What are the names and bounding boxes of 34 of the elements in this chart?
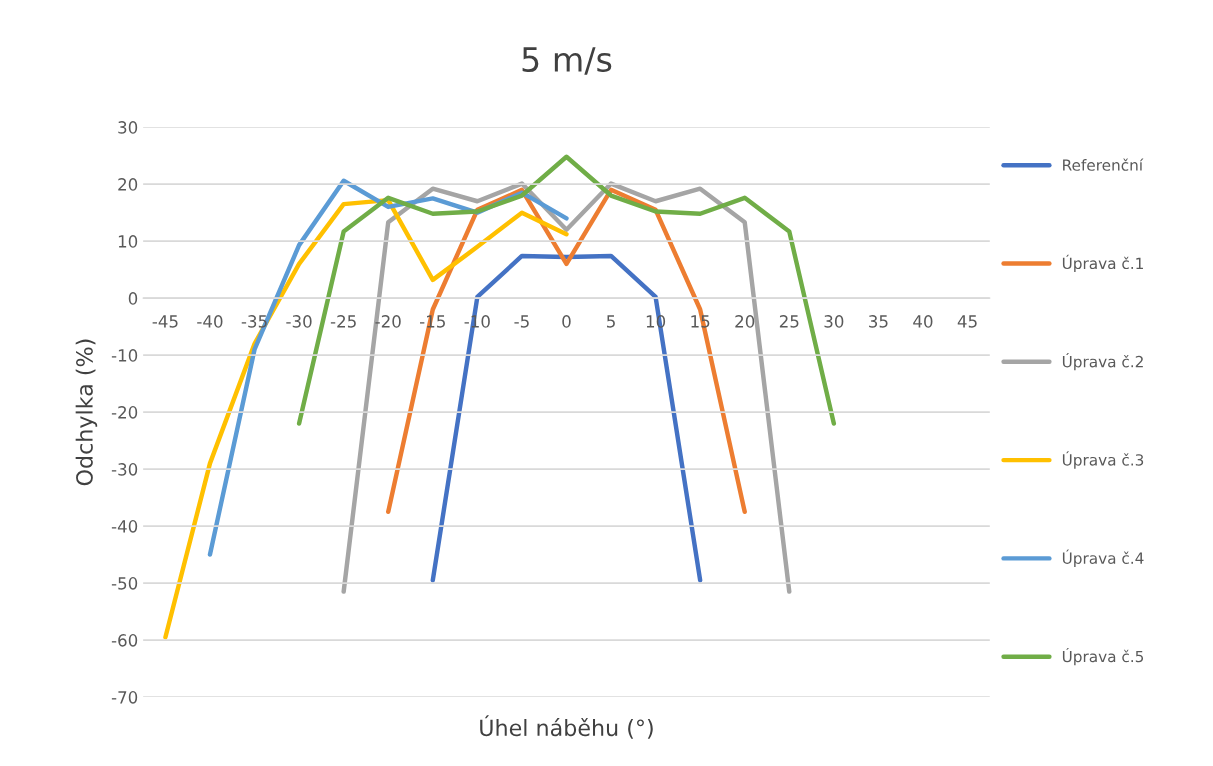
- x-tick-label: 20: [735, 315, 755, 328]
- y-axis-title: Odchylka (%): [75, 339, 98, 486]
- y-tick-label: 30: [118, 121, 138, 134]
- y-tick-label: -10: [111, 349, 138, 362]
- x-tick-label: 45: [957, 315, 977, 328]
- x-tick-label: -40: [197, 315, 223, 328]
- chart-title: 5 m/s: [522, 47, 612, 75]
- legend-label: Úprava č.5: [1062, 647, 1144, 666]
- x-tick-label: -30: [286, 315, 312, 328]
- y-tick-label: -60: [111, 634, 138, 647]
- legend-label: Úprava č.1: [1062, 254, 1143, 273]
- x-tick-label: -5: [514, 315, 529, 328]
- y-tick-label: -50: [111, 577, 138, 590]
- x-tick-label: -20: [375, 315, 401, 328]
- y-tick-label: 10: [118, 235, 138, 248]
- x-tick-label: 40: [913, 315, 933, 328]
- x-tick-label: 5: [607, 315, 615, 328]
- legend-label: Úprava č.2: [1062, 353, 1143, 371]
- legend-label: Úprava č.3: [1062, 451, 1144, 469]
- y-tick-label: -20: [111, 406, 138, 419]
- y-tick-label: -40: [111, 520, 138, 533]
- x-tick-label: 0: [562, 315, 571, 328]
- x-tick-label: -25: [330, 315, 356, 328]
- legend-label: Úprava č.4: [1062, 549, 1144, 567]
- x-tick-label: 25: [779, 315, 799, 328]
- y-tick-label: 0: [128, 292, 138, 305]
- x-tick-label: -45: [152, 315, 178, 328]
- x-axis-title: Úhel náběhu (°): [480, 715, 653, 739]
- x-tick-label: 30: [824, 315, 844, 328]
- y-tick-label: 20: [118, 178, 138, 191]
- x-tick-label: 35: [869, 315, 888, 328]
- y-tick-label: -70: [111, 691, 138, 704]
- legend-label: Referenční: [1063, 158, 1144, 171]
- y-tick-label: -30: [111, 463, 138, 476]
